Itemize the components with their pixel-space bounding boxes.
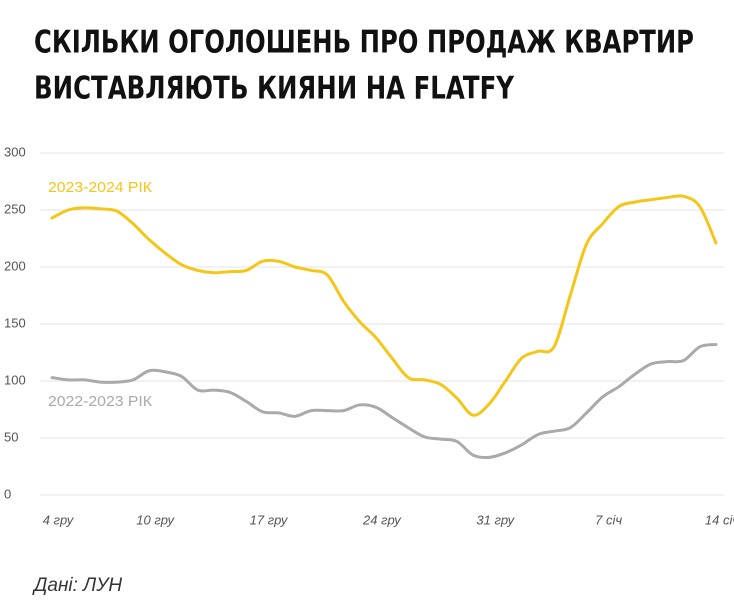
x-tick-label: 10 гру	[136, 512, 175, 527]
x-tick-label: 24 гру	[362, 512, 402, 527]
chart-title: СКІЛЬКИ ОГОЛОШЕНЬ ПРО ПРОДАЖ КВАРТИР	[34, 25, 694, 61]
y-tick-label: 300	[4, 144, 26, 159]
y-tick-label: 50	[4, 429, 18, 444]
legend-label: 2022-2023 РІК	[48, 393, 152, 410]
y-tick-label: 100	[4, 372, 26, 387]
source: Дані: ЛУН	[32, 575, 122, 596]
chart-title: ВИСТАВЛЯЮТЬ КИЯНИ НА FLATFY	[34, 71, 514, 107]
x-tick-label: 17 гру	[250, 512, 289, 527]
x-tick-label: 31 гру	[476, 512, 515, 527]
x-tick-label: 4 гру	[43, 512, 75, 527]
x-tick-label: 14 січ	[705, 512, 734, 527]
y-tick-label: 250	[4, 201, 26, 216]
legend-label: 2023-2024 РІК	[48, 179, 152, 196]
y-tick-label: 150	[4, 315, 26, 330]
series-line	[50, 194, 718, 417]
y-tick-label: 0	[4, 486, 11, 501]
series-line	[50, 343, 718, 460]
y-tick-label: 200	[4, 258, 26, 273]
x-tick-label: 7 січ	[595, 512, 622, 527]
